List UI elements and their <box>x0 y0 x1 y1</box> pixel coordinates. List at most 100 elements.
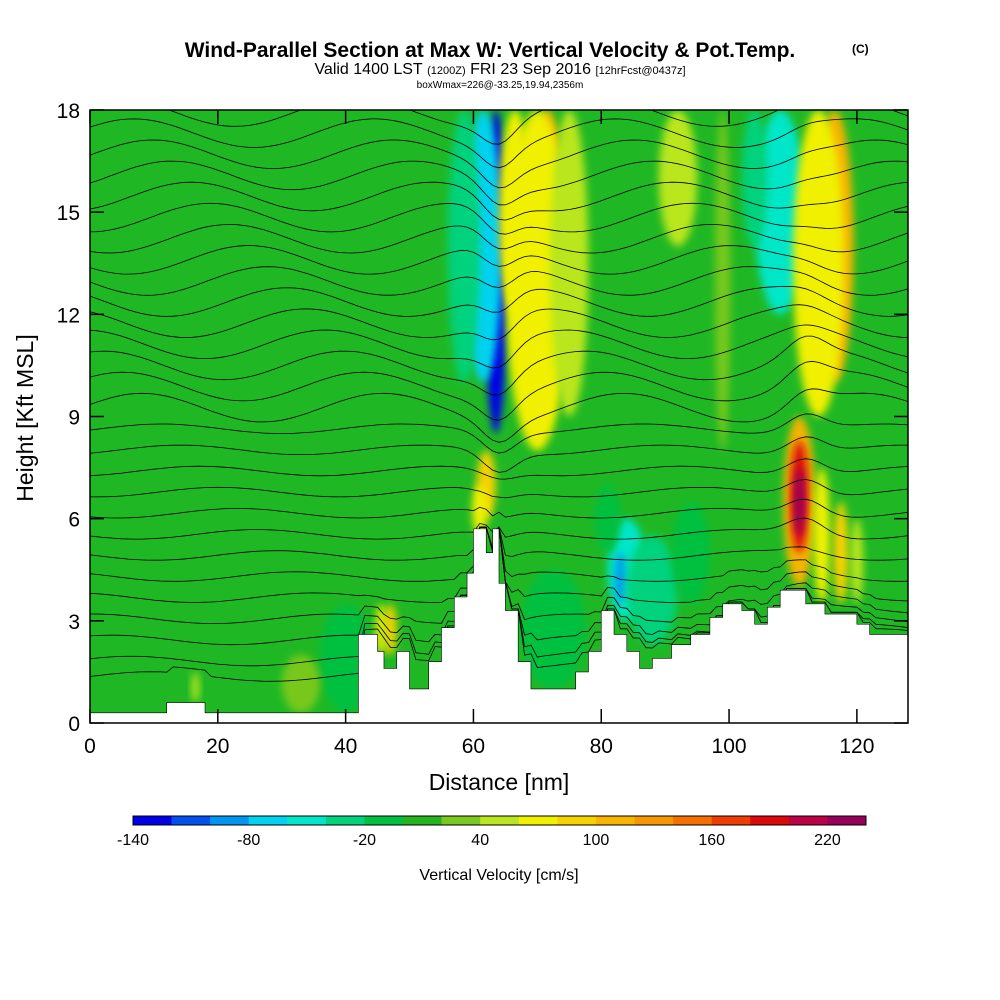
x-tick-label-4: 80 <box>590 735 613 758</box>
isentrope-line-12 <box>90 413 908 454</box>
isentrope-line-9 <box>90 479 908 499</box>
colorbar-swatch-1 <box>171 816 211 825</box>
y-tick-label-5: 15 <box>57 202 80 225</box>
chart-subtitle: Valid 1400 LST (1200Z) FRI 23 Sep 2016 [… <box>314 61 685 78</box>
colorbar-tick-3: 40 <box>471 832 489 849</box>
colorbar-tick-6: 220 <box>814 832 841 849</box>
velocity-cell-2 <box>447 110 480 383</box>
subtitle-forecast: [12hrFcst@0437z] <box>596 65 686 77</box>
x-tick-label-0: 0 <box>84 735 96 758</box>
x-tick-label-6: 120 <box>839 735 874 758</box>
colorbar-swatch-0 <box>133 816 172 825</box>
colorbar-swatch-7 <box>403 816 442 825</box>
y-tick-label-6: 18 <box>57 100 80 123</box>
velocity-cell-17 <box>813 467 831 604</box>
isentrope-line-8 <box>90 498 908 519</box>
y-tick-label-4: 12 <box>57 304 80 327</box>
copyright-mark: (C) <box>852 42 869 56</box>
subtitle-date: FRI 23 Sep 2016 <box>470 61 591 78</box>
velocity-cell-16 <box>794 467 805 536</box>
isentrope-line-13 <box>90 388 908 443</box>
colorbar-swatch-13 <box>634 816 674 825</box>
y-axis-ticks: 0 3 6 9 12 15 18 <box>57 100 908 736</box>
isentrope-line-18 <box>90 285 908 317</box>
colorbar-swatch-3 <box>248 816 288 825</box>
colorbar-tick-1: -80 <box>237 832 260 849</box>
x-tick-label-5: 100 <box>712 735 747 758</box>
colorbar-swatch-5 <box>325 816 365 825</box>
y-tick-label-3: 9 <box>68 407 80 430</box>
velocity-cell-18 <box>833 501 849 604</box>
isentrope-line-26 <box>90 118 908 169</box>
colorbar-swatch-17 <box>788 816 828 825</box>
subtitle-valid: Valid 1400 LST <box>314 61 422 78</box>
colorbar-swatch-18 <box>827 816 867 825</box>
velocity-field <box>191 110 864 713</box>
colorbar-swatch-2 <box>210 816 250 825</box>
x-tick-label-1: 20 <box>206 735 229 758</box>
velocity-cell-7 <box>472 484 488 536</box>
colorbar-label: Vertical Velocity [cm/s] <box>419 867 578 884</box>
terrain <box>89 528 909 724</box>
velocity-cell-28 <box>191 671 200 703</box>
colorbar-tick-5: 160 <box>698 832 725 849</box>
velocity-cell-8 <box>499 110 531 315</box>
isentrope-line-10 <box>90 458 908 480</box>
velocity-cell-30 <box>715 110 731 451</box>
isentrope-line-16 <box>90 324 908 369</box>
colorbar-tick-0: -140 <box>117 832 149 849</box>
colorbar-swatch-9 <box>480 816 520 825</box>
velocity-cell-29 <box>281 654 321 713</box>
velocity-cell-11 <box>792 110 845 417</box>
velocity-cell-25 <box>521 569 586 689</box>
colorbar-tick-labels: -140 -80 -20 40 100 160 220 <box>117 832 841 849</box>
box-info: boxWmax=226@-33.25,19.94,2356m <box>417 80 584 91</box>
isentrope-line-24 <box>90 160 908 206</box>
colorbar-frame <box>132 815 867 826</box>
isentrope-line-11 <box>90 436 908 473</box>
isentrope-line-25 <box>90 139 908 189</box>
chart-title: Wind-Parallel Section at Max W: Vertical… <box>185 39 796 62</box>
colorbar-swatch-6 <box>364 816 404 825</box>
velocity-cell-13 <box>658 110 698 247</box>
colorbar-tick-4: 100 <box>583 832 610 849</box>
colorbar-tick-2: -20 <box>353 832 376 849</box>
colorbar-swatch-8 <box>441 816 481 825</box>
velocity-cell-21 <box>615 552 626 604</box>
colorbar-swatch-16 <box>750 816 790 825</box>
isentrope-line-17 <box>90 304 908 341</box>
colorbar-swatch-11 <box>557 816 597 825</box>
y-tick-label-1: 3 <box>68 611 80 634</box>
velocity-cell-23 <box>671 501 710 604</box>
colorbar <box>132 815 867 826</box>
isentropes <box>90 110 908 682</box>
colorbar-swatch-15 <box>711 816 751 825</box>
isentrope-line-14 <box>90 360 908 421</box>
subtitle-utc: (1200Z) <box>427 65 466 77</box>
x-axis-ticks: 0 20 40 60 80 100 120 <box>84 110 874 758</box>
y-axis-label: Height [Kft MSL] <box>12 334 38 501</box>
isentrope-line-27 <box>167 110 908 145</box>
colorbar-swatch-12 <box>595 816 635 825</box>
x-tick-label-3: 60 <box>462 735 485 758</box>
isentrope-line-21 <box>90 223 908 254</box>
isentrope-line-15 <box>90 335 908 396</box>
y-tick-label-2: 6 <box>68 509 80 532</box>
plot-area <box>89 109 909 724</box>
velocity-cell-12 <box>741 110 768 247</box>
x-axis-label: Distance [nm] <box>429 769 570 795</box>
y-tick-label-0: 0 <box>68 713 80 736</box>
velocity-cell-22 <box>626 535 678 645</box>
isentrope-line-7 <box>90 517 908 540</box>
isentrope-line-19 <box>90 266 908 296</box>
x-tick-label-2: 40 <box>334 735 357 758</box>
velocity-cell-19 <box>850 518 864 604</box>
isentrope-line-20 <box>90 245 908 275</box>
colorbar-swatch-14 <box>673 816 712 825</box>
isentrope-line-22 <box>90 202 908 235</box>
colorbar-swatch-4 <box>287 816 327 825</box>
isentrope-line-23 <box>90 181 908 221</box>
velocity-cell-31 <box>594 484 621 553</box>
colorbar-swatch-10 <box>518 816 558 825</box>
